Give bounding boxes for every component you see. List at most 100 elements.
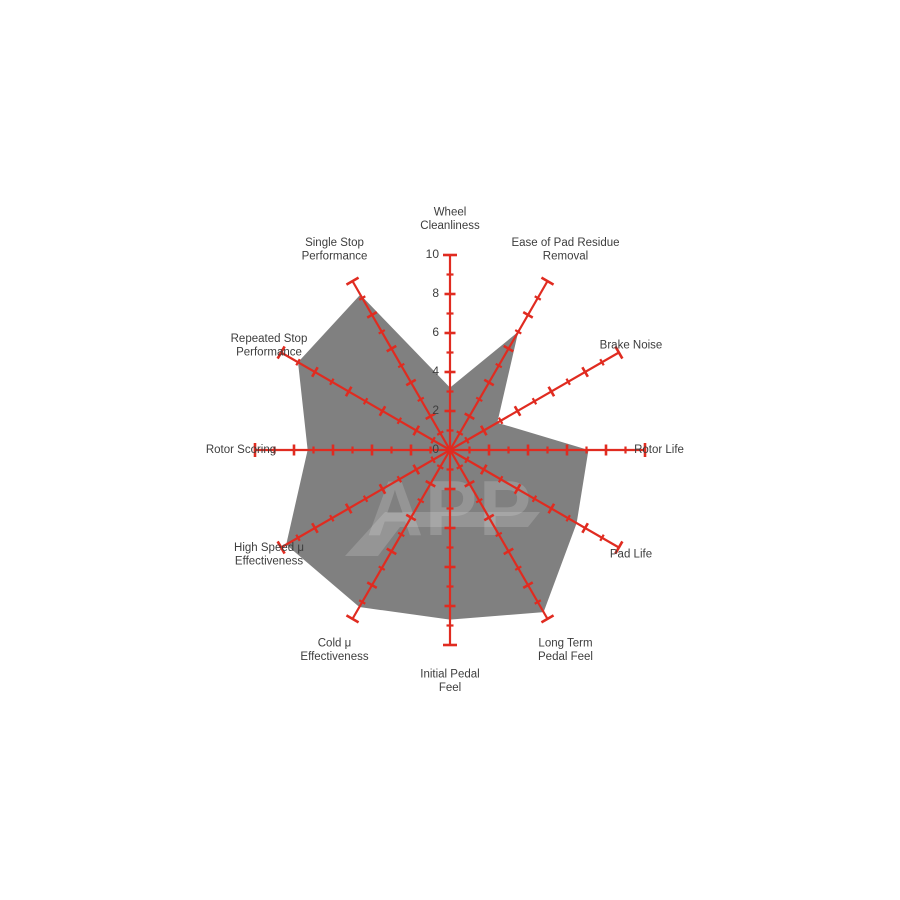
axis-tick-major: [503, 547, 514, 556]
axis-tick-minor: [599, 534, 605, 542]
axis-tick-major: [276, 540, 286, 555]
axis-category-label: Initial Pedal Feel: [420, 668, 479, 694]
axis-category-label-line: Pedal Feel: [538, 651, 593, 663]
axis-tick-major: [483, 513, 495, 522]
axis-tick-major: [366, 311, 378, 319]
axis-tick-minor: [295, 358, 301, 366]
axis-tick-minor: [295, 534, 301, 542]
axis-tick-major: [479, 425, 488, 436]
axis-tick-minor: [475, 497, 483, 504]
axis-tick-minor: [417, 396, 425, 403]
axis-tick-minor: [329, 378, 335, 386]
axis-category-label: Wheel Cleanliness: [420, 206, 480, 232]
axis-tick-minor: [397, 531, 405, 538]
axis-category-label-line: Pad Life: [610, 549, 652, 561]
axis-tick-major: [412, 425, 421, 436]
axis-tick-major: [483, 378, 495, 387]
axis-tick-minor: [534, 295, 542, 301]
scale-labels-layer: 0 2 4 6 8 10: [426, 247, 440, 456]
axis-tick-minor: [534, 599, 542, 605]
axis-tick-major: [547, 503, 556, 514]
axis-category-label-line: Wheel: [434, 206, 467, 218]
axis-tick-major: [464, 479, 475, 488]
axis-tick-minor: [514, 329, 522, 335]
axis-category-label-line: Performance: [302, 251, 368, 263]
axis-category-label-line: Single Stop: [305, 237, 364, 249]
axis-tick-minor: [397, 362, 405, 369]
axis-category-label: Rotor Life: [634, 444, 684, 456]
axis-category-label-line: Rotor Scoring: [206, 444, 276, 456]
axis-tick-minor: [531, 397, 538, 405]
axis-category-label-line: Cold μ: [318, 637, 351, 649]
axis-tick-major: [378, 483, 387, 495]
axis-tick-minor: [565, 514, 571, 522]
axis-category-label-line: Long Term: [538, 637, 592, 649]
axis-tick-major: [412, 464, 421, 475]
axis-category-label: Single Stop Performance: [302, 237, 368, 263]
axis-tick-major: [366, 581, 378, 589]
axis-category-label-line: Effectiveness: [300, 651, 368, 663]
axis-tick-major: [464, 412, 475, 421]
axis-tick-major: [540, 614, 555, 624]
axis-tick-major: [479, 464, 488, 475]
scale-tick-label: 8: [432, 286, 439, 300]
axis-category-label: Cold μ Effectiveness: [300, 637, 368, 663]
axis-category-label: Brake Noise: [600, 340, 663, 352]
axis-tick-major: [345, 614, 360, 624]
axis-tick-major: [522, 311, 534, 319]
axis-tick-major: [547, 386, 556, 397]
scale-tick-label: 6: [432, 325, 439, 339]
axis-tick-minor: [497, 475, 504, 483]
axis-tick-major: [614, 345, 624, 360]
axis-tick-major: [344, 386, 353, 397]
axis-category-label-line: Effectiveness: [235, 555, 303, 567]
axis-category-label: Long Term Pedal Feel: [538, 637, 593, 663]
axis-tick-minor: [417, 497, 425, 504]
scale-tick-label: 2: [432, 403, 439, 417]
axis-tick-minor: [362, 397, 369, 405]
axis-category-label-line: High Speed μ: [234, 542, 304, 554]
axis-tick-major: [345, 276, 360, 286]
axis-tick-major: [386, 547, 397, 556]
axis-tick-major: [513, 405, 522, 417]
axis-tick-major: [378, 405, 387, 417]
scale-tick-label: 4: [432, 364, 439, 378]
axis-category-label-line: Initial Pedal: [420, 668, 479, 680]
scale-tick-label: 0: [432, 442, 439, 456]
watermark-logo: APP: [345, 464, 540, 556]
axis-tick-minor: [565, 378, 571, 386]
axis-category-label-line: Performance: [236, 346, 302, 358]
axis-tick-major: [540, 276, 555, 286]
axis-category-label-line: Ease of Pad Residue: [511, 237, 619, 249]
axis-tick-minor: [358, 295, 366, 301]
axis-tick-major: [386, 344, 397, 353]
axis-tick-minor: [378, 565, 386, 571]
axis-category-label-line: Rotor Life: [634, 444, 684, 456]
axis-tick-minor: [497, 417, 504, 425]
axis-tick-minor: [358, 599, 366, 605]
axis-tick-minor: [362, 495, 369, 503]
axis-tick-minor: [599, 358, 605, 366]
axis-category-label-line: Feel: [439, 682, 461, 694]
axis-tick-major: [581, 522, 589, 534]
axis-tick-major: [513, 483, 522, 495]
axis-tick-minor: [456, 430, 464, 436]
axis-tick-minor: [475, 396, 483, 403]
axis-tick-minor: [495, 531, 503, 538]
scale-tick-label: 10: [426, 247, 440, 261]
axis-tick-minor: [514, 565, 522, 571]
axis-tick-minor: [495, 362, 503, 369]
axis-tick-minor: [464, 456, 470, 464]
axis-tick-minor: [430, 456, 436, 464]
axis-tick-major: [614, 540, 624, 555]
axis-tick-minor: [464, 436, 470, 444]
axis-tick-minor: [456, 464, 464, 470]
axis-tick-minor: [430, 436, 436, 444]
axis-category-label-line: Repeated Stop: [231, 333, 308, 345]
axis-category-label: Rotor Scoring: [206, 444, 276, 456]
axis-tick-major: [276, 345, 286, 360]
axis-tick-major: [344, 503, 353, 514]
